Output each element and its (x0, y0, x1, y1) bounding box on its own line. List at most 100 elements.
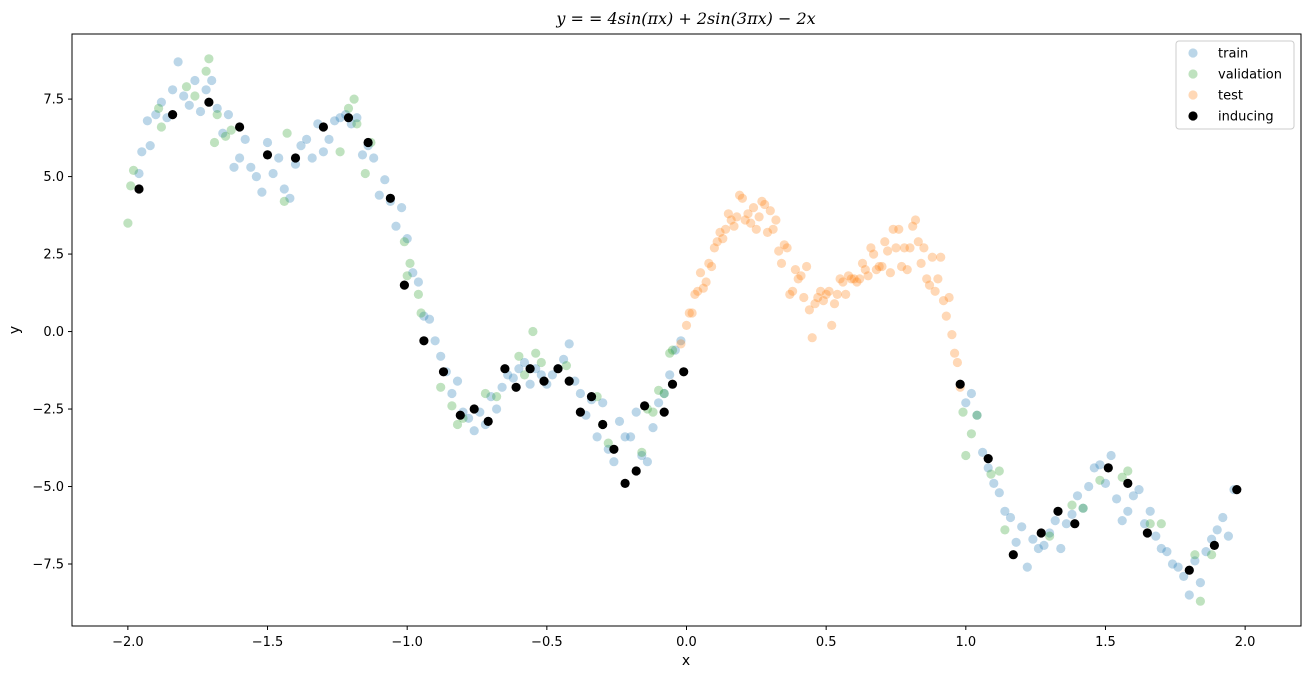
train-point (212, 103, 222, 113)
inducing-point (564, 376, 574, 386)
inducing-point (168, 110, 178, 120)
test-point (771, 215, 781, 225)
validation-point (360, 168, 370, 179)
train-point (235, 153, 245, 163)
validation-point (452, 419, 463, 430)
test-point (782, 243, 792, 253)
test-point (737, 193, 748, 203)
legend-label-train: train (1218, 47, 1248, 62)
train-point (274, 153, 284, 163)
validation-point (637, 447, 647, 457)
y-axis: −7.5 −5.0 −2.5 0.0 2.5 5.0 7.5 (32, 93, 72, 573)
test-point (924, 280, 935, 290)
validation-point (1095, 475, 1105, 485)
y-tick-label: −7.5 (32, 558, 64, 573)
train-point (972, 410, 982, 420)
test-point (829, 299, 840, 309)
test-point (715, 227, 725, 237)
train-point (592, 432, 602, 442)
test-point (922, 274, 932, 284)
test-point (919, 243, 929, 253)
test-point (729, 221, 739, 231)
validation-point (1117, 472, 1127, 482)
train-point (1123, 506, 1133, 516)
train-point (324, 134, 334, 144)
train-point (1095, 460, 1105, 470)
train-point (966, 388, 977, 399)
inducing-point (1142, 528, 1152, 538)
validation-point (1190, 550, 1200, 560)
x-tick-label: 0.5 (816, 635, 837, 650)
train-point (1195, 578, 1205, 588)
validation-point (123, 218, 133, 228)
x-tick-label: −2.0 (112, 635, 144, 650)
train-point (1078, 503, 1088, 513)
validation-point (204, 54, 214, 64)
inducing-point (1103, 463, 1113, 473)
inducing-point (511, 382, 521, 392)
test-point (899, 243, 910, 253)
train-point (307, 153, 317, 163)
validation-point (436, 382, 446, 392)
inducing-point (1036, 528, 1046, 538)
test-point (894, 224, 904, 234)
test-point (950, 348, 960, 358)
test-point (765, 206, 775, 216)
train-point (464, 413, 474, 423)
inducing-point (469, 404, 479, 414)
test-point (947, 330, 957, 340)
test-point (902, 265, 912, 275)
x-tick-label: 1.0 (955, 635, 976, 650)
train-point (134, 168, 144, 179)
validation-point (1045, 531, 1055, 541)
test-point (843, 271, 854, 281)
validation-point (343, 103, 354, 113)
train-point (1050, 516, 1060, 526)
test-point (938, 296, 949, 306)
train-point (246, 162, 256, 172)
train-point (676, 336, 686, 346)
train-point (179, 91, 189, 101)
x-tick-label: −1.0 (391, 635, 423, 650)
train-point (151, 110, 161, 120)
test-point (754, 212, 764, 222)
validation-point (405, 258, 415, 268)
train-point (413, 277, 423, 287)
train-point (961, 398, 971, 408)
legend: train validation test inducing (1175, 40, 1295, 130)
train-point (1011, 537, 1021, 547)
test-point (885, 268, 896, 278)
train-point (609, 457, 619, 467)
train-point (240, 134, 250, 144)
train-point (559, 354, 569, 364)
test-point (790, 265, 801, 275)
validation-point (190, 91, 200, 101)
legend-label-inducing: inducing (1218, 110, 1274, 125)
test-point (743, 209, 753, 219)
test-point (690, 289, 700, 299)
train-point (1179, 571, 1189, 582)
inducing-point (363, 137, 373, 148)
train-point (598, 398, 608, 408)
validation-point (480, 388, 490, 399)
validation-point (154, 103, 164, 113)
inducing-point (553, 364, 563, 374)
test-point (852, 277, 862, 287)
legend-marker-inducing (1188, 111, 1198, 121)
train-point (380, 175, 390, 185)
test-point (927, 252, 937, 262)
test-point (709, 243, 720, 253)
validation-point (126, 181, 136, 191)
test-point (813, 292, 823, 303)
y-tick-label: 5.0 (43, 170, 64, 185)
train-point (447, 388, 457, 399)
inducing-point (134, 184, 144, 194)
train-point (145, 141, 155, 151)
train-point (1056, 543, 1066, 554)
validation-point (665, 348, 675, 358)
test-point (735, 190, 745, 200)
train-point (195, 106, 206, 117)
validation-point (181, 82, 192, 92)
inducing-point (483, 416, 493, 426)
test-point (883, 246, 893, 256)
